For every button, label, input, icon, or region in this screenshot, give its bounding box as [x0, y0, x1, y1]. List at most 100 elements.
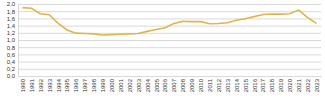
grid-line — [18, 18, 321, 19]
y-tick-label: 1,2 — [7, 30, 16, 36]
x-tick: 2000 — [109, 76, 115, 92]
x-tick: 1998 — [91, 76, 97, 92]
x-tick-label: 2017 — [260, 78, 266, 92]
y-tick: 0,2 — [7, 66, 321, 72]
x-tick: 2009 — [189, 76, 195, 92]
x-tick: 2021 — [296, 76, 302, 92]
x-tick-label: 2012 — [216, 78, 222, 92]
y-tick: 0,0 — [7, 73, 321, 79]
x-tick: 2023 — [314, 76, 320, 92]
x-tick: 2001 — [118, 76, 124, 92]
x-tick: 2003 — [136, 76, 142, 92]
grid-line — [18, 54, 321, 55]
x-tick-label: 2013 — [225, 78, 231, 92]
y-tick-label: 0,4 — [7, 59, 16, 65]
y-tick: 0,6 — [7, 52, 321, 58]
x-tick: 2002 — [127, 76, 133, 92]
grid-line — [18, 69, 321, 70]
y-tick: 0,8 — [7, 45, 321, 51]
x-tick-label: 2015 — [243, 78, 249, 92]
x-tick: 2014 — [234, 76, 240, 92]
x-tick-label: 2005 — [154, 78, 160, 92]
x-tick-label: 2004 — [145, 78, 151, 92]
y-tick: 1,2 — [7, 30, 321, 36]
y-tick-label: 1,4 — [7, 23, 16, 29]
y-tick-label: 1,6 — [7, 16, 16, 22]
x-tick: 2008 — [180, 76, 186, 92]
x-tick-label: 2016 — [252, 78, 258, 92]
x-tick-label: 1993 — [47, 78, 53, 92]
line — [22, 8, 316, 35]
x-tick-label: 2023 — [314, 78, 320, 92]
x-tick: 1992 — [38, 76, 44, 92]
x-tick: 2013 — [225, 76, 231, 92]
grid-line — [18, 76, 321, 77]
x-tick: 1995 — [64, 76, 70, 92]
x-tick-label: 2002 — [127, 78, 133, 92]
x-tick: 2015 — [243, 76, 249, 92]
x-tick-label: 2014 — [234, 78, 240, 92]
x-tick: 2006 — [162, 76, 168, 92]
y-tick-label: 0,6 — [7, 52, 16, 58]
y-tick: 2,0 — [7, 1, 321, 7]
y-tick-label: 2,0 — [7, 1, 16, 7]
x-tick: 1996 — [73, 76, 79, 92]
x-tick-label: 2022 — [305, 78, 311, 92]
x-tick-label: 1995 — [64, 78, 70, 92]
y-tick-label: 0,0 — [7, 73, 16, 79]
grid-line — [18, 11, 321, 12]
x-tick: 2012 — [216, 76, 222, 92]
x-axis: 1990199119921993199419951996199719981999… — [19, 76, 322, 92]
x-tick-label: 2009 — [189, 78, 195, 92]
x-tick: 2011 — [207, 76, 213, 92]
x-tick: 2018 — [269, 76, 275, 92]
x-tick: 2022 — [305, 76, 311, 92]
x-tick-label: 2001 — [118, 78, 124, 92]
x-tick-label: 2000 — [109, 78, 115, 92]
marks — [22, 8, 316, 35]
x-tick: 2004 — [145, 76, 151, 92]
x-tick-label: 1998 — [91, 78, 97, 92]
y-axis: 0,00,20,40,60,8 1,01,21,41,61,8 2,0 — [7, 1, 321, 79]
x-tick-label: 1999 — [100, 78, 106, 92]
grid-line — [18, 40, 321, 41]
x-tick-label: 2019 — [278, 78, 284, 92]
x-tick: 1999 — [100, 76, 106, 92]
x-tick: 2017 — [260, 76, 266, 92]
x-tick: 2020 — [287, 76, 293, 92]
y-tick-label: 0,2 — [7, 66, 16, 72]
x-tick-label: 1996 — [73, 78, 79, 92]
x-tick-label: 1997 — [82, 78, 88, 92]
x-tick-label: 2020 — [287, 78, 293, 92]
y-tick: 0,4 — [7, 59, 321, 65]
grid-line — [18, 33, 321, 34]
x-tick-label: 2003 — [136, 78, 142, 92]
x-tick: 2010 — [198, 76, 204, 92]
x-tick: 1993 — [47, 76, 53, 92]
y-axis-line — [19, 5, 322, 77]
plot: 0,00,20,40,60,81,01,21,41,61,82,01990199… — [7, 1, 322, 92]
x-tick-label: 1990 — [20, 78, 26, 92]
y-tick-label: 1,8 — [7, 9, 16, 15]
x-tick-label: 2007 — [171, 78, 177, 92]
x-tick-label: 1991 — [29, 78, 35, 92]
x-axis-line — [19, 76, 322, 77]
x-tick-label: 2010 — [198, 78, 204, 92]
x-tick-label: 2011 — [207, 78, 213, 92]
x-tick-label: 1994 — [56, 78, 62, 92]
x-tick: 1990 — [20, 76, 26, 92]
x-tick-label: 2008 — [180, 78, 186, 92]
x-tick-label: 2018 — [269, 78, 275, 92]
x-tick-label: 2006 — [162, 78, 168, 92]
x-tick: 1991 — [29, 76, 35, 92]
x-tick: 1994 — [56, 76, 62, 92]
x-tick: 2005 — [154, 76, 160, 92]
y-tick-label: 0,8 — [7, 45, 16, 51]
y-tick-label: 1,0 — [7, 37, 16, 43]
x-tick: 2007 — [171, 76, 177, 92]
x-tick-label: 1992 — [38, 78, 44, 92]
x-tick: 2016 — [252, 76, 258, 92]
y-tick: 1,0 — [7, 37, 321, 43]
x-tick: 2019 — [278, 76, 284, 92]
x-tick: 1997 — [82, 76, 88, 92]
